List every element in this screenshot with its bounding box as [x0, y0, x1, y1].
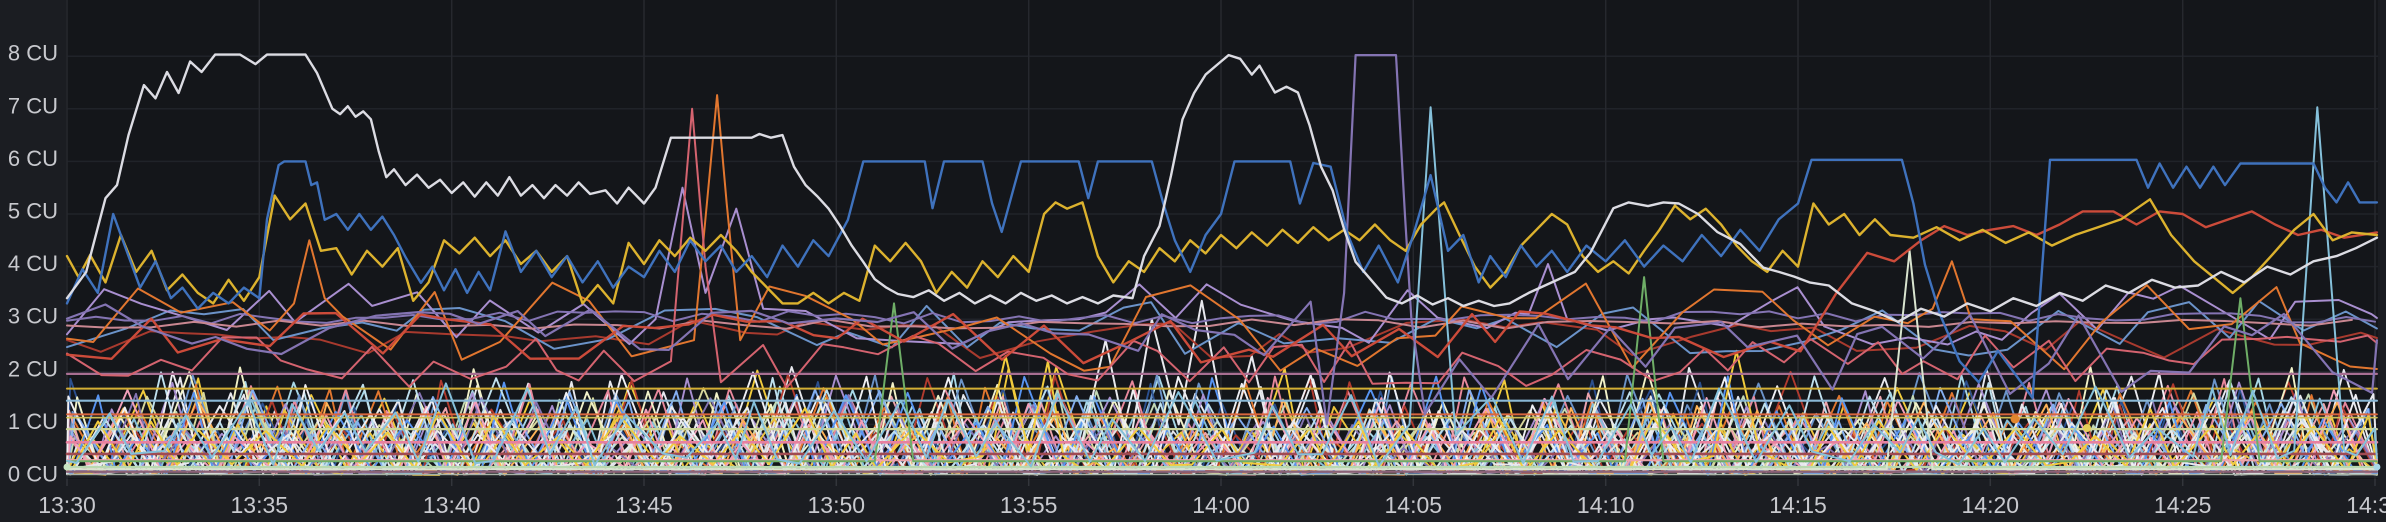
svg-text:14:05: 14:05 [1385, 492, 1443, 518]
svg-text:6 CU: 6 CU [8, 146, 58, 171]
svg-text:4 CU: 4 CU [8, 251, 58, 276]
svg-text:0 CU: 0 CU [8, 462, 58, 487]
svg-text:1 CU: 1 CU [8, 409, 58, 434]
svg-text:14:20: 14:20 [1962, 492, 2020, 518]
svg-text:5 CU: 5 CU [8, 199, 58, 224]
svg-text:13:35: 13:35 [231, 492, 289, 518]
svg-text:13:50: 13:50 [808, 492, 866, 518]
svg-text:14:30: 14:30 [2346, 492, 2386, 518]
svg-text:13:45: 13:45 [615, 492, 673, 518]
svg-text:3 CU: 3 CU [8, 304, 58, 329]
svg-text:14:00: 14:00 [1192, 492, 1250, 518]
svg-text:13:30: 13:30 [38, 492, 96, 518]
svg-text:14:15: 14:15 [1769, 492, 1827, 518]
svg-text:7 CU: 7 CU [8, 93, 58, 118]
svg-text:14:10: 14:10 [1577, 492, 1635, 518]
svg-text:8 CU: 8 CU [8, 41, 58, 66]
svg-text:13:55: 13:55 [1000, 492, 1058, 518]
svg-text:14:25: 14:25 [2154, 492, 2212, 518]
svg-text:13:40: 13:40 [423, 492, 481, 518]
svg-text:2 CU: 2 CU [8, 356, 58, 381]
